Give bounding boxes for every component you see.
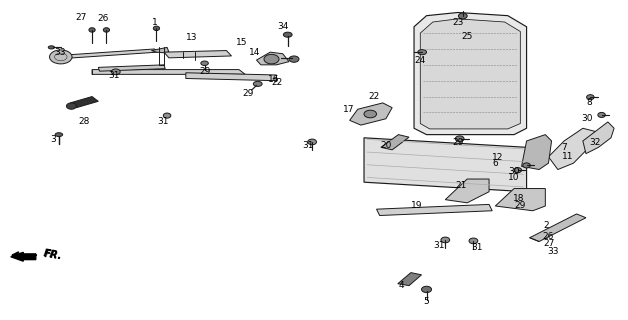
Ellipse shape <box>418 50 426 55</box>
Text: 27: 27 <box>76 13 87 22</box>
Polygon shape <box>548 128 595 170</box>
Ellipse shape <box>458 13 467 19</box>
Text: 7: 7 <box>561 143 567 152</box>
Text: 26: 26 <box>97 14 109 23</box>
Text: 25: 25 <box>462 32 473 41</box>
Ellipse shape <box>283 32 292 37</box>
Text: 33: 33 <box>54 48 65 57</box>
Ellipse shape <box>111 69 120 75</box>
Polygon shape <box>381 135 409 150</box>
Ellipse shape <box>253 81 262 86</box>
Polygon shape <box>398 273 421 286</box>
Text: 26: 26 <box>543 232 554 241</box>
Ellipse shape <box>89 28 95 32</box>
Polygon shape <box>414 12 526 135</box>
Text: 14: 14 <box>249 48 260 57</box>
Polygon shape <box>186 73 276 81</box>
Ellipse shape <box>163 113 171 118</box>
Polygon shape <box>61 59 64 62</box>
Ellipse shape <box>67 103 77 109</box>
Text: 32: 32 <box>590 138 601 147</box>
Ellipse shape <box>50 50 72 64</box>
Text: 29: 29 <box>514 201 526 210</box>
Polygon shape <box>70 97 99 108</box>
Ellipse shape <box>308 139 317 145</box>
Text: 5: 5 <box>424 297 430 306</box>
Text: 31: 31 <box>108 71 120 80</box>
Polygon shape <box>164 51 232 58</box>
Text: 21: 21 <box>455 181 467 190</box>
Text: 1: 1 <box>152 18 158 27</box>
Text: 12: 12 <box>492 153 503 162</box>
Text: 24: 24 <box>414 56 426 65</box>
Text: 8: 8 <box>586 99 592 108</box>
Text: 16: 16 <box>268 75 279 84</box>
Ellipse shape <box>514 168 522 173</box>
Polygon shape <box>495 188 545 211</box>
Text: 29: 29 <box>199 67 210 76</box>
Text: 30: 30 <box>581 114 592 123</box>
Text: 3: 3 <box>50 135 56 144</box>
Ellipse shape <box>364 110 377 118</box>
Text: 29: 29 <box>452 138 463 147</box>
Text: 29: 29 <box>242 89 254 98</box>
Ellipse shape <box>441 237 450 243</box>
Text: 19: 19 <box>411 202 423 211</box>
Text: 31: 31 <box>157 117 168 126</box>
Text: 33: 33 <box>548 246 559 256</box>
Text: 31: 31 <box>433 241 445 250</box>
Polygon shape <box>522 135 551 170</box>
Ellipse shape <box>48 46 55 49</box>
Polygon shape <box>420 19 521 129</box>
Text: FR.: FR. <box>42 249 63 262</box>
Text: 22: 22 <box>369 92 380 101</box>
Text: 11: 11 <box>562 152 573 161</box>
Ellipse shape <box>289 56 299 62</box>
Polygon shape <box>529 214 586 242</box>
Text: FR.: FR. <box>44 249 63 261</box>
Text: 15: 15 <box>236 38 248 47</box>
Ellipse shape <box>421 286 431 292</box>
Ellipse shape <box>598 112 605 117</box>
Text: 4: 4 <box>399 281 404 290</box>
Ellipse shape <box>523 163 530 168</box>
Ellipse shape <box>469 238 478 244</box>
Ellipse shape <box>153 26 160 31</box>
Polygon shape <box>377 204 492 215</box>
Ellipse shape <box>264 54 279 64</box>
Ellipse shape <box>455 136 464 142</box>
Text: 6: 6 <box>492 159 498 168</box>
Text: 10: 10 <box>508 173 520 182</box>
Text: 22: 22 <box>271 78 282 87</box>
Text: 17: 17 <box>343 105 354 114</box>
Text: 30: 30 <box>508 167 520 176</box>
Text: 2: 2 <box>544 220 550 229</box>
Ellipse shape <box>201 61 208 66</box>
Polygon shape <box>364 138 526 192</box>
Polygon shape <box>99 65 165 71</box>
Text: 31: 31 <box>471 243 482 252</box>
Text: 28: 28 <box>79 117 90 126</box>
Ellipse shape <box>55 133 63 137</box>
Text: 34: 34 <box>277 22 288 31</box>
Text: 23: 23 <box>452 18 463 27</box>
Polygon shape <box>583 122 614 154</box>
Polygon shape <box>151 47 169 53</box>
Polygon shape <box>256 52 289 65</box>
Polygon shape <box>445 179 489 203</box>
Ellipse shape <box>103 28 109 32</box>
Ellipse shape <box>587 95 594 100</box>
Polygon shape <box>92 69 245 74</box>
Polygon shape <box>350 103 392 125</box>
FancyArrow shape <box>11 252 36 261</box>
Text: 18: 18 <box>512 194 524 203</box>
Text: 13: 13 <box>187 33 198 42</box>
Text: 31: 31 <box>302 141 313 150</box>
Text: 27: 27 <box>543 239 555 248</box>
Polygon shape <box>61 49 158 59</box>
Text: 20: 20 <box>380 141 392 150</box>
